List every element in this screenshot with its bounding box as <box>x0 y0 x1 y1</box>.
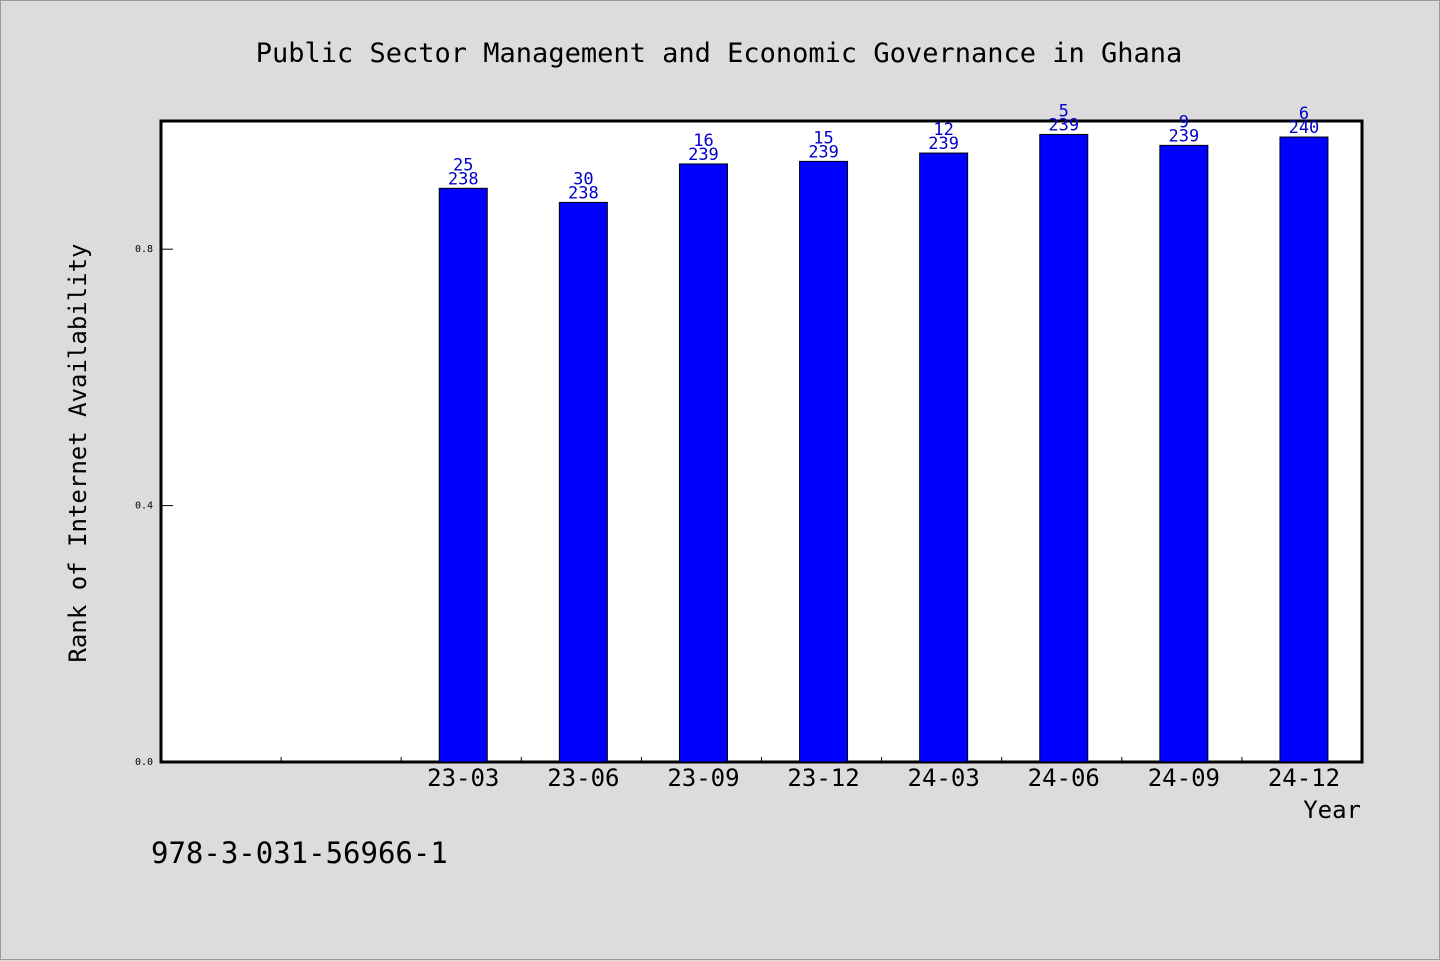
bars-layer <box>438 133 1329 763</box>
bar-total-label: 239 <box>688 145 719 165</box>
y-tick-label: 0.4 <box>135 501 153 512</box>
bar-total-label: 238 <box>448 169 479 189</box>
y-tick-label: 0.0 <box>135 757 153 768</box>
bar-rank-label: 12 <box>933 120 953 140</box>
bar-total-label: 239 <box>928 134 959 154</box>
bar <box>558 201 608 763</box>
bar-total-label: 238 <box>568 183 599 203</box>
x-tick-label: 24-09 <box>1148 764 1220 792</box>
bar-rank-label: 5 <box>1059 101 1069 121</box>
bar <box>438 187 488 763</box>
bar-rank-label: 6 <box>1299 104 1309 124</box>
x-tick-label: 24-12 <box>1268 764 1340 792</box>
x-tick-label: 23-06 <box>547 764 619 792</box>
bar-total-label: 239 <box>808 142 839 162</box>
bar <box>919 152 969 763</box>
x-tick-label: 23-12 <box>787 764 859 792</box>
y-tick-label: 0.8 <box>135 244 153 255</box>
bar-total-label: 239 <box>1168 126 1199 146</box>
y-axis: 0.0 0.4 0.8 <box>135 244 173 768</box>
bar-rank-label: 9 <box>1179 112 1189 132</box>
bar <box>678 163 728 763</box>
chart-title: Public Sector Management and Economic Go… <box>256 38 1183 69</box>
bar-rank-label: 16 <box>693 131 713 151</box>
bar <box>1159 144 1209 763</box>
x-tick-label: 24-06 <box>1028 764 1100 792</box>
bar <box>799 160 849 763</box>
bar <box>1039 133 1089 763</box>
x-axis-label: Year <box>1303 796 1361 824</box>
isbn-footnote: 978-3-031-56966-1 <box>151 836 448 870</box>
bar-total-label: 240 <box>1289 118 1320 138</box>
x-axis: 23-03 23-06 23-09 23-12 24-03 24-06 24-09 24-12 <box>280 757 1340 792</box>
y-axis-label: Rank of Internet Availability <box>64 243 92 662</box>
x-tick-label: 24-03 <box>908 764 980 792</box>
bar-rank-label: 15 <box>813 128 833 148</box>
x-tick-label: 23-03 <box>427 764 499 792</box>
bar-total-label: 239 <box>1048 115 1079 135</box>
x-tick-label: 23-09 <box>667 764 739 792</box>
bar <box>1279 136 1329 763</box>
bar-rank-label: 25 <box>453 155 473 175</box>
bar-rank-label: 30 <box>573 169 593 189</box>
